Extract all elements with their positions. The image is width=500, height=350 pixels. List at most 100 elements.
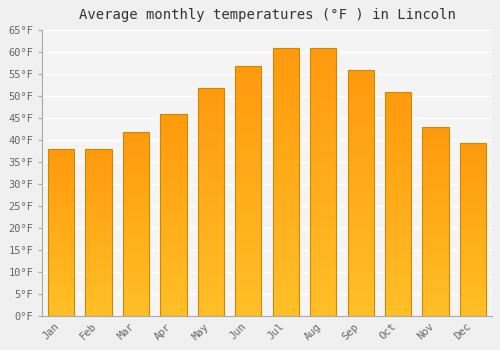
Bar [385,191,411,192]
Bar [310,119,336,120]
Bar [460,162,486,163]
Bar [235,187,262,189]
Bar [385,221,411,222]
Bar [422,190,448,191]
Bar [123,132,149,316]
Bar [48,289,74,290]
Bar [48,178,74,179]
Bar [272,134,299,135]
Bar [422,189,448,190]
Bar [310,76,336,78]
Bar [123,159,149,160]
Bar [460,199,486,200]
Bar [123,239,149,240]
Bar [160,270,186,271]
Bar [198,276,224,278]
Bar [385,92,411,93]
Bar [422,206,448,207]
Bar [272,84,299,86]
Bar [348,133,374,134]
Bar [198,202,224,203]
Bar [348,203,374,204]
Bar [348,113,374,114]
Bar [198,295,224,296]
Bar [385,183,411,184]
Bar [160,209,186,210]
Bar [86,305,112,306]
Bar [460,254,486,255]
Bar [123,312,149,313]
Bar [235,110,262,111]
Bar [348,150,374,151]
Bar [48,273,74,274]
Bar [272,53,299,55]
Bar [235,232,262,234]
Bar [385,177,411,178]
Bar [385,168,411,169]
Bar [235,209,262,210]
Bar [235,271,262,273]
Bar [48,257,74,258]
Bar [198,105,224,106]
Bar [348,303,374,304]
Bar [310,185,336,186]
Bar [235,229,262,230]
Bar [460,144,486,145]
Bar [198,267,224,268]
Bar [86,215,112,216]
Bar [235,220,262,221]
Bar [272,139,299,141]
Bar [123,298,149,299]
Bar [310,291,336,292]
Bar [422,208,448,209]
Bar [422,243,448,244]
Bar [348,290,374,292]
Bar [235,122,262,123]
Bar [48,249,74,250]
Bar [272,296,299,298]
Bar [348,302,374,303]
Bar [48,158,74,159]
Bar [160,232,186,233]
Bar [422,219,448,220]
Bar [123,197,149,198]
Bar [160,305,186,306]
Bar [48,174,74,175]
Bar [385,194,411,195]
Bar [272,125,299,126]
Bar [48,297,74,298]
Bar [235,228,262,229]
Bar [460,198,486,199]
Bar [348,166,374,167]
Bar [310,303,336,304]
Bar [123,152,149,153]
Bar [272,218,299,220]
Bar [235,151,262,152]
Bar [310,292,336,294]
Bar [422,276,448,277]
Bar [272,249,299,251]
Bar [48,270,74,271]
Bar [198,116,224,117]
Bar [310,218,336,220]
Bar [348,116,374,117]
Bar [385,157,411,158]
Bar [235,157,262,159]
Bar [310,272,336,274]
Bar [460,155,486,156]
Bar [123,209,149,210]
Bar [198,290,224,291]
Bar [460,274,486,275]
Bar [235,198,262,200]
Bar [348,84,374,85]
Bar [348,120,374,122]
Bar [160,236,186,237]
Bar [460,149,486,150]
Bar [385,284,411,285]
Bar [348,169,374,170]
Bar [385,137,411,138]
Bar [422,262,448,264]
Bar [235,121,262,122]
Bar [123,204,149,205]
Bar [272,208,299,209]
